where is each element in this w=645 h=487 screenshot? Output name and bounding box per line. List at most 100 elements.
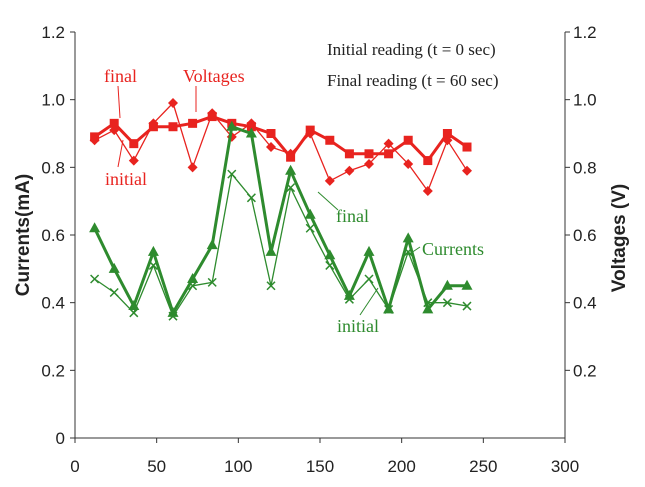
volt_initial-point — [344, 165, 355, 176]
x-tick-label: 50 — [147, 457, 166, 476]
volt_initial-point — [285, 148, 296, 159]
curr_final-point — [402, 232, 414, 243]
x-tick-label: 250 — [469, 457, 497, 476]
y-left-tick-label: 1.0 — [41, 91, 65, 110]
volt_final-point — [266, 129, 276, 138]
curr_final-line — [93, 125, 467, 315]
x-tick-label: 300 — [551, 457, 579, 476]
y-left-tick-label: 0.4 — [41, 294, 65, 313]
legend-note-final: Final reading (t = 60 sec) — [327, 71, 499, 90]
series-group — [89, 98, 473, 321]
volt_initial-point — [422, 186, 433, 197]
curr_initial-point — [148, 260, 158, 270]
current-final-label: final — [336, 206, 369, 226]
volt_initial-point — [187, 162, 198, 173]
voltage-initial-label: initial — [105, 169, 147, 189]
volt_initial-point — [403, 158, 414, 169]
volt_final-point — [384, 149, 394, 159]
curr_final-point — [89, 222, 101, 233]
curr_initial-point — [286, 183, 296, 193]
volt_initial-line — [94, 102, 468, 192]
curr_initial-point — [129, 308, 139, 318]
curr_final-point — [206, 239, 218, 250]
curr_final-point — [363, 245, 375, 256]
leader-volt-final — [117, 85, 121, 119]
curr_initial-point — [403, 247, 413, 257]
curr_final-point — [245, 127, 257, 138]
volt_final-point — [129, 139, 139, 149]
y-left-tick-label: 0.6 — [41, 226, 65, 245]
curr_initial-point — [207, 277, 217, 287]
volt_final-point — [109, 118, 119, 128]
axis-ticks: 0 50 100 150 200 250 300 0 0.2 0.4 0.6 0.8 1.0 1.2 0.2… — [41, 23, 596, 476]
volt_final-point — [188, 118, 198, 128]
volt_final-point — [442, 129, 452, 138]
x-tick-label: 150 — [306, 457, 334, 476]
volt_final-point — [325, 135, 335, 145]
curr_initial-point — [227, 169, 237, 179]
y-left-tick-label: 0.8 — [41, 158, 65, 177]
curr_final-point — [187, 272, 199, 283]
curr_initial-point — [325, 260, 335, 270]
volt_final-point — [403, 135, 413, 145]
curr_final-point — [265, 245, 277, 256]
volt_initial-point — [168, 98, 178, 109]
y-left-tick-label: 1.2 — [41, 23, 65, 42]
curr_final-point — [304, 208, 316, 219]
leader-curr-final — [317, 191, 339, 211]
volt_final-point — [168, 122, 178, 132]
curr_initial-point — [462, 301, 472, 311]
curr_final-point — [324, 249, 336, 260]
curr_initial-point — [90, 274, 100, 284]
leader-volt-initial — [117, 139, 124, 168]
curr_final-point — [461, 279, 473, 290]
right-axis-title: Voltages (V) — [609, 184, 630, 292]
leader-currents — [407, 246, 421, 256]
volt_initial-point — [128, 155, 139, 166]
curr_initial-point — [423, 298, 433, 308]
volt_initial-point — [442, 135, 453, 146]
legend-note-initial: Initial reading (t = 0 sec) — [327, 40, 496, 59]
currents-label: Currents — [422, 239, 484, 259]
curr_initial-point — [305, 223, 315, 233]
volt_initial-point — [246, 118, 257, 129]
curr_initial-point — [168, 311, 178, 321]
curr_initial-series — [90, 169, 472, 321]
y-right-tick-label: 1.2 — [573, 23, 597, 42]
volt_initial-point — [109, 125, 120, 136]
voltage-final-label: final — [104, 66, 137, 86]
y-right-tick-label: 1.0 — [573, 91, 597, 110]
volt_initial-point — [207, 108, 218, 119]
leader-curr-initial — [359, 287, 379, 316]
curr_initial-point — [442, 298, 452, 308]
curr_initial-point — [266, 281, 276, 291]
volt_initial-point — [148, 118, 159, 129]
volt_final-series — [90, 112, 472, 166]
y-right-tick-label: 0.8 — [573, 158, 597, 177]
left-axis-title: Currents(mA) — [13, 174, 34, 296]
curr_initial-point — [109, 287, 119, 298]
volt_initial-point — [89, 135, 100, 146]
y-right-tick-label: 0.6 — [573, 226, 597, 245]
volt_final-point — [364, 149, 374, 159]
volt_final-point — [344, 149, 354, 159]
curr_final-point — [422, 303, 434, 314]
curr_final-point — [147, 245, 159, 256]
volt_final-point — [423, 156, 433, 166]
curr_initial-point — [384, 304, 394, 314]
volt_final-point — [462, 142, 472, 152]
volt_initial-point — [324, 175, 335, 186]
x-tick-label: 100 — [224, 457, 252, 476]
voltages-label: Voltages — [183, 66, 245, 86]
volt_initial-point — [383, 138, 394, 149]
curr_initial-line — [94, 173, 468, 317]
volt_initial-point — [305, 128, 316, 139]
curr_initial-point — [246, 193, 256, 203]
x-tick-label: 0 — [70, 457, 79, 476]
y-left-tick-label: 0.2 — [41, 361, 65, 380]
curr_final-point — [441, 279, 453, 290]
volt_initial-point — [266, 142, 276, 153]
volt_initial-series — [89, 98, 472, 197]
volt_initial-point — [462, 165, 472, 176]
